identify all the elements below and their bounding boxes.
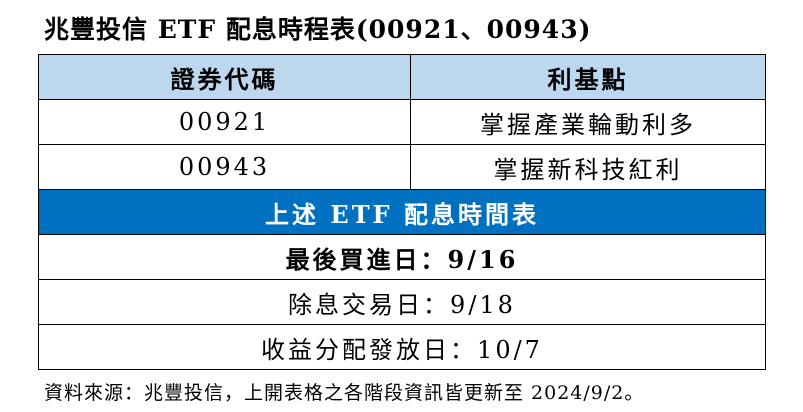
cell-niche: 掌握產業輪動利多 bbox=[410, 99, 766, 145]
page-title: 兆豐投信 ETF 配息時程表(00921、00943) bbox=[44, 15, 592, 44]
schedule-row: 除息交易日：9/18 bbox=[38, 279, 766, 325]
table-row: 00943 掌握新科技紅利 bbox=[38, 144, 766, 190]
schedule-row: 最後買進日：9/16 bbox=[38, 234, 766, 280]
header-code: 證券代碼 bbox=[38, 54, 411, 100]
etf-schedule-table: 證券代碼 利基點 00921 掌握產業輪動利多 00943 掌握新科技紅利 上述… bbox=[38, 54, 766, 370]
cell-code: 00921 bbox=[38, 99, 411, 145]
table-row: 00921 掌握產業輪動利多 bbox=[38, 99, 766, 145]
section-header-row: 上述 ETF 配息時間表 bbox=[38, 189, 766, 235]
cell-niche: 掌握新科技紅利 bbox=[410, 144, 766, 190]
payment-date: 收益分配發放日：10/7 bbox=[38, 324, 766, 370]
section-title: 上述 ETF 配息時間表 bbox=[38, 189, 766, 235]
header-niche: 利基點 bbox=[410, 54, 766, 100]
schedule-row: 收益分配發放日：10/7 bbox=[38, 324, 766, 370]
source-note: 資料來源：兆豐投信，上開表格之各階段資訊皆更新至 2024/9/2。 bbox=[44, 382, 645, 404]
cell-code: 00943 bbox=[38, 144, 411, 190]
ex-dividend-date: 除息交易日：9/18 bbox=[38, 279, 766, 325]
table-header-row: 證券代碼 利基點 bbox=[38, 54, 766, 100]
last-buy-date: 最後買進日：9/16 bbox=[38, 234, 766, 280]
